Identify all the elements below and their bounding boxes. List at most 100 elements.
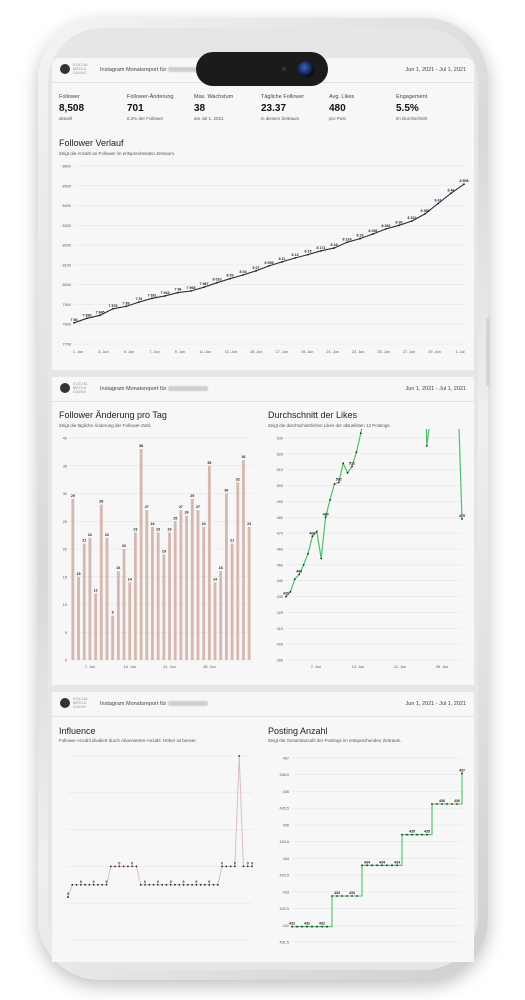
influence-series-line <box>67 755 252 898</box>
likes-x-tick: 7. Jun <box>311 665 321 669</box>
influence-point <box>88 883 91 886</box>
report-title: Instagram Monatsreport für <box>100 67 209 73</box>
follower-series-line <box>73 183 465 324</box>
change-bar-label: 32 <box>236 477 240 481</box>
posting-y-tick: 435.5 <box>279 807 289 811</box>
influence-point-label: 0 <box>251 861 253 865</box>
influence-point <box>152 883 155 886</box>
follower-chart-subtitle: Zeigt die Anzahl an Follower im entsprec… <box>59 151 176 156</box>
posting-chart-subtitle: Zeigt die Gesamtanzahl der Postings im e… <box>268 738 402 743</box>
change-y-tick: 20 <box>63 548 67 552</box>
posting-point-label: 432 <box>319 922 325 926</box>
influence-point <box>216 883 219 886</box>
change-bar <box>99 504 103 660</box>
likes-point <box>425 445 428 447</box>
posting-point <box>401 833 403 836</box>
change-bar <box>230 543 234 660</box>
follower-y-tick: 7700 <box>63 343 71 347</box>
change-bar-label: 35 <box>207 461 211 465</box>
follower-point <box>333 247 335 249</box>
follower-point-label: 8 46 <box>448 188 455 192</box>
posting-point-label: 433 <box>334 891 340 895</box>
follower-point <box>424 212 426 215</box>
influence-point <box>135 865 138 868</box>
likes-y-tick: 400 <box>277 643 283 647</box>
follower-point-label: 8 282 <box>382 224 391 228</box>
change-bar <box>213 582 217 660</box>
posting-point-label: 436 <box>454 799 460 803</box>
influence-point-label: 0 <box>80 880 82 884</box>
follower-point <box>86 317 88 320</box>
follower-x-tick: 1. Jul <box>455 350 464 354</box>
influence-point <box>242 865 245 868</box>
follower-point-label: 8 30 <box>396 220 403 224</box>
change-bar-label: 14 <box>213 577 217 581</box>
likes-point <box>311 535 314 538</box>
likes-point-label: 479 <box>459 514 465 518</box>
likes-x-tick: 28. Jun <box>436 665 448 669</box>
influence-point <box>182 883 185 886</box>
stat-avg-likes: Avg. Likes 480 pro Post <box>329 94 355 121</box>
dynamic-island <box>196 52 328 86</box>
change-x-tick: 21. Jun <box>163 665 175 669</box>
change-bar <box>190 499 194 660</box>
date-range: Jun 1, 2021 - Jul 1, 2021 <box>405 701 466 707</box>
stat-engagement: Engagement 5.5% im Durchschnitt <box>396 94 428 121</box>
change-bar-label: 24 <box>247 522 251 526</box>
influence-point <box>195 883 198 886</box>
change-bar <box>168 532 171 660</box>
follower-y-tick: 8200 <box>63 244 71 248</box>
posting-point-label: 434 <box>364 860 370 864</box>
follower-point-label: 8 41 <box>435 199 442 203</box>
follower-point-label: 8 13 <box>292 253 299 257</box>
likes-point <box>298 573 301 576</box>
follower-point <box>307 253 309 256</box>
influence-point <box>97 883 99 886</box>
follower-point <box>203 286 205 289</box>
change-bar <box>196 510 200 660</box>
influence-point-label: 0 <box>247 861 249 865</box>
influence-point-label: 0 <box>106 880 108 884</box>
follower-point-label: 7 987 <box>200 282 209 286</box>
influence-chart-subtitle: Follower Anzahl dividiert durch Abonnier… <box>59 738 197 743</box>
change-bar-label: 22 <box>105 533 109 537</box>
likes-y-tick: 500 <box>277 484 283 488</box>
posting-point-label: 432 <box>289 922 295 926</box>
report-header: SOCIAL MEDIA GAINS Instagram Monatsrepor… <box>52 692 474 717</box>
influence-point <box>79 883 82 886</box>
influence-line-chart: 00 0 00 00 0 0 0 0 00 0 0 0 <box>67 755 253 941</box>
posting-point <box>351 895 353 897</box>
change-bar <box>236 482 240 660</box>
posting-point <box>331 895 333 897</box>
follower-point-label: 8 214 <box>343 237 352 241</box>
follower-point <box>320 249 322 252</box>
influence-point-label: 0 <box>118 861 120 865</box>
change-y-tick: 10 <box>63 603 67 607</box>
follower-x-tick: 11. Jun <box>199 350 211 354</box>
change-bar-label: 27 <box>179 505 183 509</box>
influence-point <box>71 883 74 886</box>
change-bar <box>224 493 228 660</box>
follower-point-label: 8 095 <box>265 261 274 265</box>
likes-point-label: 512 <box>349 462 355 466</box>
posting-point <box>301 925 303 928</box>
follower-point <box>164 295 166 297</box>
influence-point-label: 0 <box>195 880 197 884</box>
change-bar-label: 14 <box>128 577 132 581</box>
posting-point <box>371 864 373 867</box>
follower-point-label: 7 89 <box>123 301 130 305</box>
brand-logo-icon <box>60 64 70 74</box>
influence-point <box>161 883 164 886</box>
influence-point-label: 0 <box>157 880 159 884</box>
follower-y-tick: 8100 <box>63 263 71 267</box>
follower-point <box>229 277 231 280</box>
change-bar-label: 28 <box>99 500 103 504</box>
influence-point <box>144 883 146 886</box>
follower-y-tick: 8500 <box>63 184 71 188</box>
posting-point <box>381 864 383 867</box>
change-bar-label: 24 <box>150 522 154 526</box>
change-bar <box>111 615 115 660</box>
influence-point <box>118 865 121 868</box>
likes-point <box>285 595 287 598</box>
likes-point <box>351 465 353 468</box>
